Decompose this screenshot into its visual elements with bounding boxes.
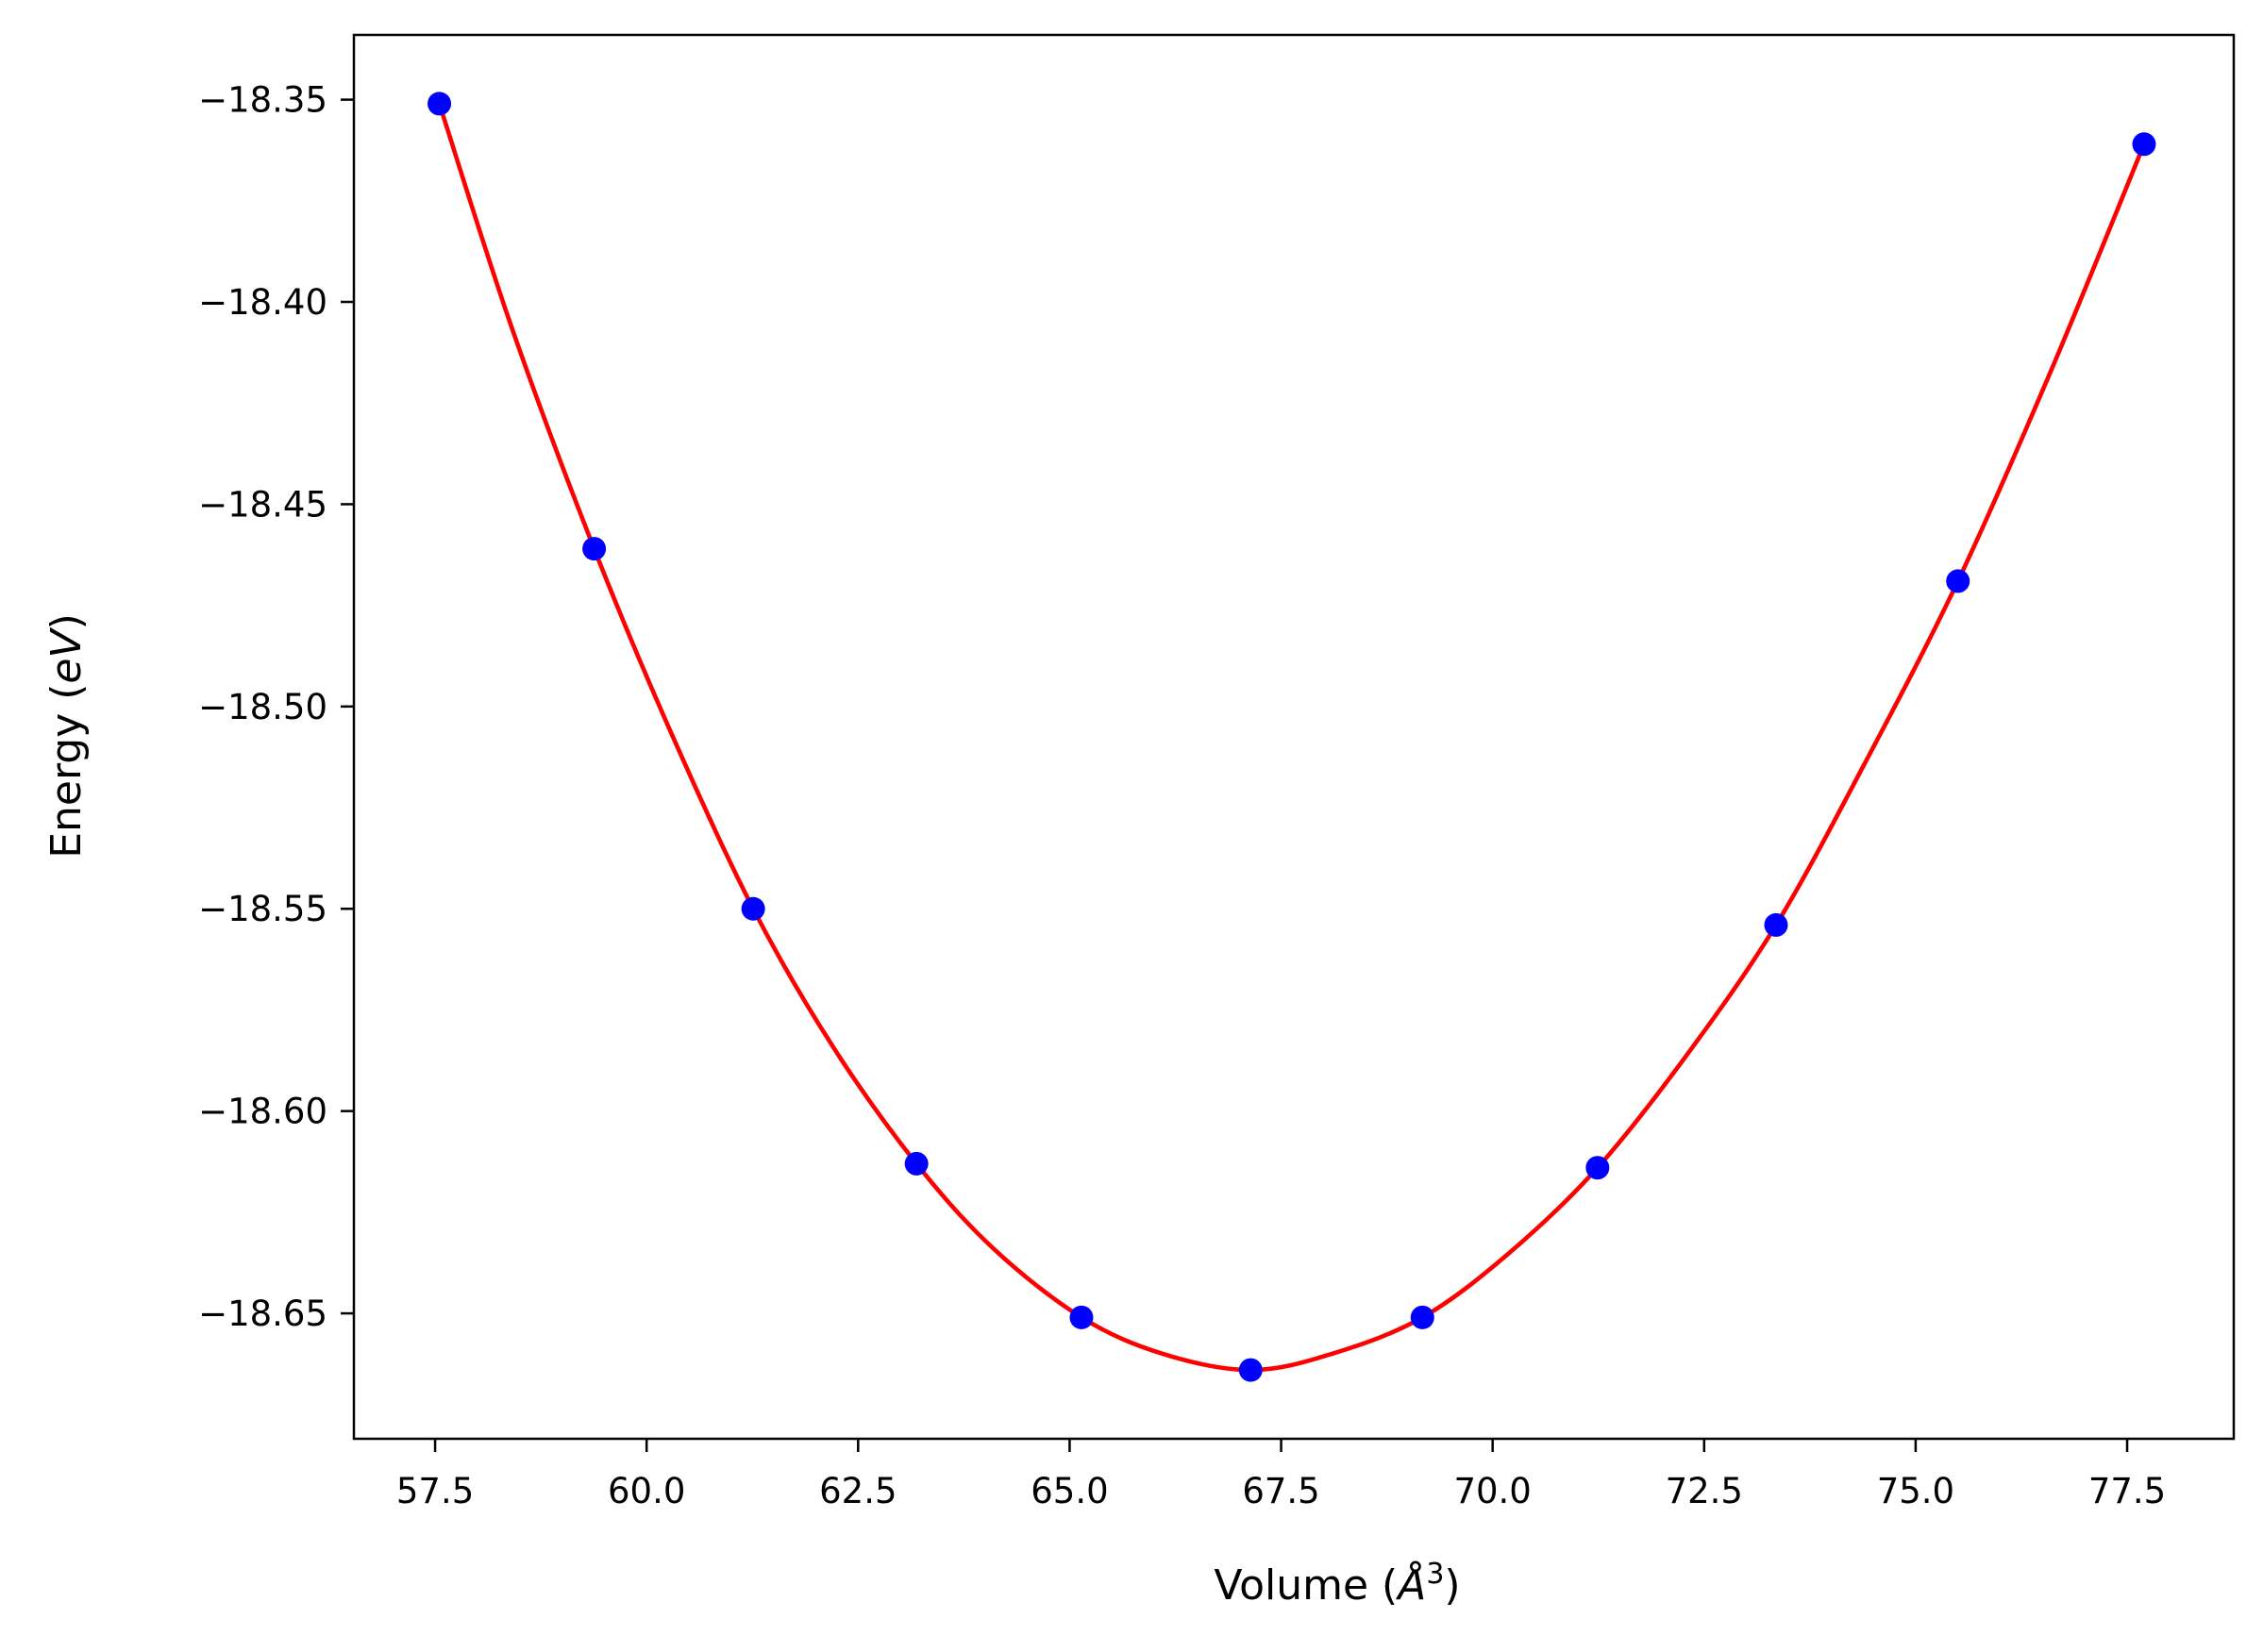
data-point	[1585, 1156, 1610, 1180]
x-tick-label: 75.0	[1877, 1471, 1954, 1511]
x-tick-label: 60.0	[608, 1471, 685, 1511]
x-axis-label: Volume (Å3)	[1214, 1558, 1460, 1610]
x-tick-label: 67.5	[1242, 1471, 1319, 1511]
data-points-layer	[427, 92, 2156, 1382]
x-tick-label: 62.5	[819, 1471, 897, 1511]
data-point	[1410, 1305, 1434, 1329]
data-point	[1764, 912, 1788, 937]
y-axis-label-prefix: Energy (	[42, 684, 91, 859]
data-point	[427, 92, 452, 116]
x-tick-label: 57.5	[396, 1471, 474, 1511]
y-axis-label-suffix: )	[42, 613, 91, 629]
x-axis-label-symbol: Å	[1395, 1560, 1426, 1610]
x-axis-label-suffix: )	[1444, 1561, 1460, 1610]
y-axis-ticks: −18.35 −18.40 −18.45 −18.50 −18.55 −18.60 −18.…	[198, 80, 354, 1334]
y-tick-label: −18.55	[198, 889, 327, 929]
x-tick-label: 65.0	[1031, 1471, 1108, 1511]
y-tick-label: −18.45	[198, 484, 327, 525]
x-tick-label: 72.5	[1666, 1471, 1743, 1511]
data-point	[1238, 1358, 1263, 1382]
x-tick-label: 70.0	[1453, 1471, 1531, 1511]
data-point	[904, 1151, 929, 1176]
data-point	[1946, 569, 1970, 593]
y-axis-label-unit: eV	[42, 627, 91, 684]
plot-frame	[352, 33, 2236, 1441]
x-axis-label-prefix: Volume (	[1214, 1561, 1398, 1610]
y-tick-label: −18.65	[198, 1293, 327, 1334]
data-point	[2132, 132, 2156, 157]
data-point	[582, 537, 607, 561]
y-tick-label: −18.35	[198, 80, 327, 121]
y-tick-label: −18.60	[198, 1092, 327, 1132]
y-tick-label: −18.50	[198, 687, 327, 727]
data-point	[1069, 1305, 1094, 1329]
x-tick-label: 77.5	[2088, 1471, 2166, 1511]
x-axis-label-exponent: 3	[1426, 1558, 1444, 1591]
y-axis-label: Energy (eV)	[42, 613, 91, 859]
data-point	[741, 896, 765, 921]
x-axis-ticks: 57.5 60.0 62.5 65.0 67.5 70.0 72.5 75.0 77.5	[396, 1439, 2166, 1511]
y-tick-label: −18.40	[198, 282, 327, 323]
